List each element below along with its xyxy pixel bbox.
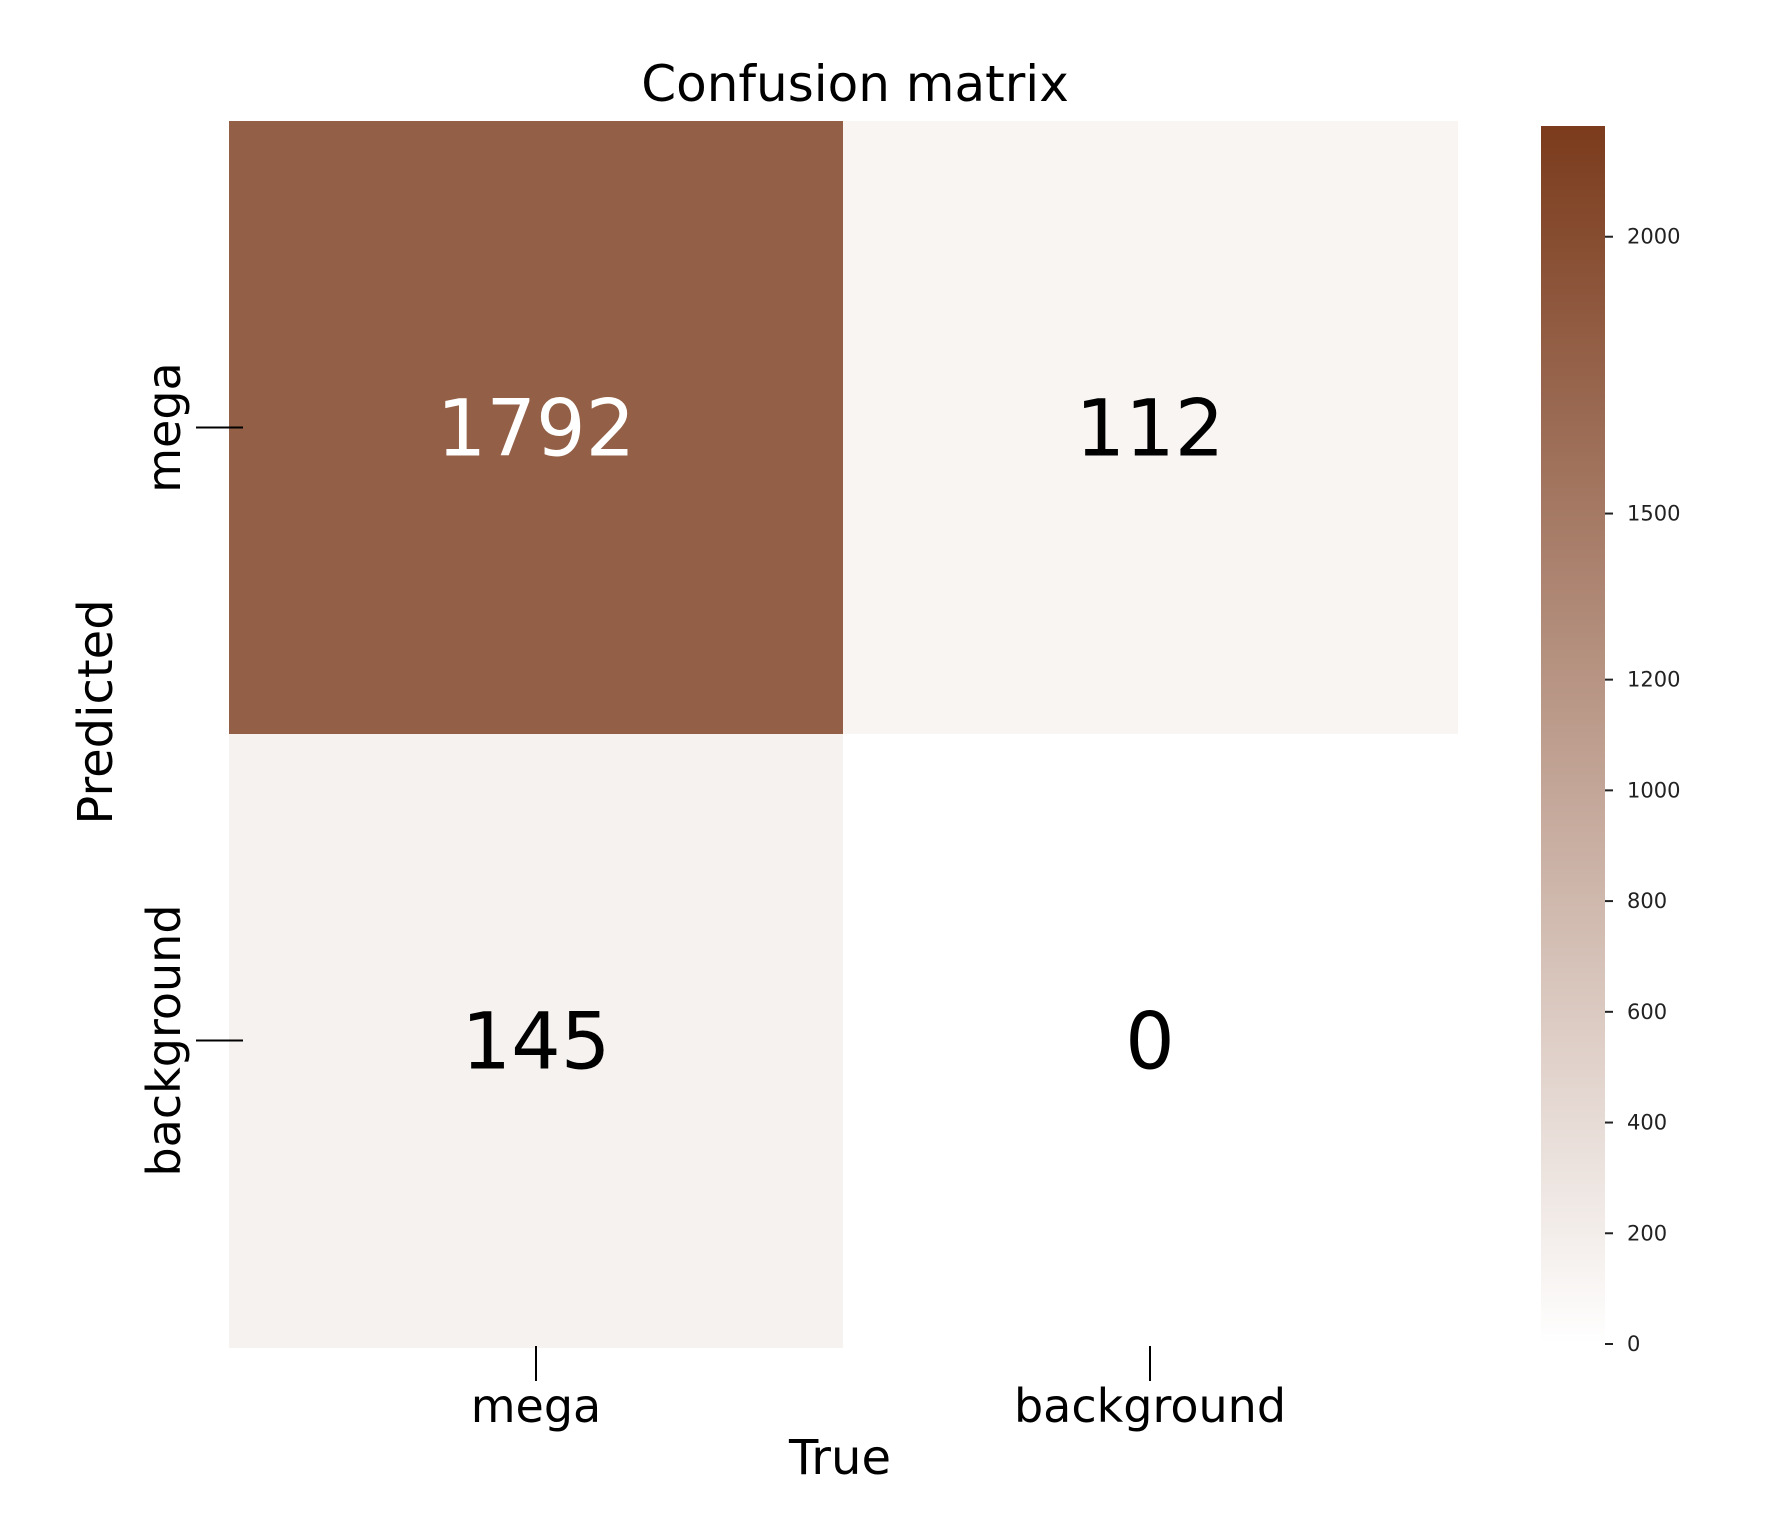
x-axis-label: True <box>788 1430 891 1486</box>
heatmap-cell <box>229 121 844 735</box>
colorbar-tick-label: 400 <box>1627 1111 1667 1135</box>
cell-value-label: 145 <box>462 998 611 1088</box>
colorbar-tick-label: 1000 <box>1627 778 1680 802</box>
x-tick-label: background <box>1014 1379 1286 1433</box>
colorbar-tick-label: 200 <box>1627 1221 1667 1245</box>
heatmap-cells <box>229 121 1458 1348</box>
colorbar-tick-label: 1200 <box>1627 668 1680 692</box>
cell-value-label: 112 <box>1076 385 1225 475</box>
cell-value-label: 0 <box>1125 998 1175 1088</box>
colorbar-tick-label: 800 <box>1627 889 1667 913</box>
heatmap-cell <box>229 734 844 1348</box>
colorbar-tick-label: 2000 <box>1627 225 1680 249</box>
y-tick-label: mega <box>137 362 191 493</box>
y-axis-ticks: mega background <box>137 362 243 1177</box>
colorbar-tick-label: 0 <box>1627 1332 1640 1356</box>
x-axis-ticks: mega background <box>471 1346 1286 1433</box>
colorbar-ticks: 0 200 400 600 800 1000 1200 1500 2000 <box>1605 225 1680 1356</box>
heatmap-cell-labels: 1792 112 145 0 <box>437 385 1225 1088</box>
heatmap-cell <box>843 734 1458 1348</box>
y-axis-label: Predicted <box>68 599 124 824</box>
colorbar-tick-label: 600 <box>1627 1000 1667 1024</box>
colorbar-tick-label: 1500 <box>1627 502 1680 526</box>
y-tick-label: background <box>137 904 191 1176</box>
heatmap-cell <box>843 121 1458 735</box>
x-tick-label: mega <box>471 1379 602 1433</box>
colorbar <box>1541 126 1605 1344</box>
chart-title: Confusion matrix <box>641 55 1069 113</box>
cell-value-label: 1792 <box>437 385 636 475</box>
